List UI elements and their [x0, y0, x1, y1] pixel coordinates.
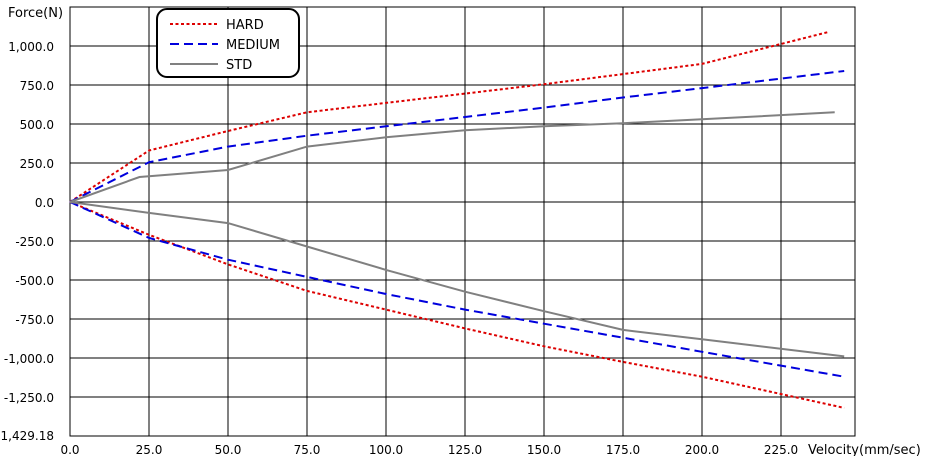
y-tick-label: -250.0: [15, 235, 54, 249]
legend-box: [156, 8, 300, 78]
legend-label-std: STD: [226, 58, 252, 73]
x-tick-label: 75.0: [294, 443, 321, 456]
x-tick-label: 125.0: [448, 443, 482, 456]
y-axis-label: Force(N): [8, 6, 63, 21]
legend: HARD MEDIUM STD: [156, 8, 300, 78]
x-tick-label: 225.0: [764, 443, 798, 456]
series-line-medium-extension: [69, 70, 845, 203]
y-tick-label: -500.0: [15, 274, 54, 288]
x-tick-label: 175.0: [606, 443, 640, 456]
x-tick-label: 100.0: [369, 443, 403, 456]
x-tick-label: 25.0: [136, 443, 163, 456]
y-tick-label: -1,429.18: [0, 429, 54, 443]
y-tick-label: 500.0: [20, 118, 54, 132]
x-tick-label: 200.0: [685, 443, 719, 456]
tick-labels: 1,000.0 750.0 500.0 250.0 0.0 -250.0 -500.0 -75…: [0, 40, 798, 456]
legend-label-hard: HARD: [226, 18, 264, 33]
plot-frame: [69, 6, 856, 437]
series-line-medium-compression: [69, 201, 845, 378]
x-tick-label: 150.0: [527, 443, 561, 456]
y-tick-label: -750.0: [15, 313, 54, 327]
x-tick-label: 0.0: [60, 443, 79, 456]
series-lines: [69, 31, 845, 409]
y-tick-label: 250.0: [20, 157, 54, 171]
x-tick-label: 50.0: [215, 443, 242, 456]
series-line-std-compression: [69, 201, 845, 358]
y-tick-label: 1,000.0: [8, 40, 54, 54]
y-tick-label: -1,000.0: [4, 352, 54, 366]
series-line-std-extension: [69, 111, 835, 203]
series-line-hard-extension: [69, 31, 829, 203]
x-axis-label: Velocity(mm/sec): [808, 443, 921, 456]
y-tick-label: 750.0: [20, 79, 54, 93]
legend-label-medium: MEDIUM: [226, 38, 280, 53]
series-line-hard-compression: [69, 201, 845, 409]
grid: [69, 6, 856, 437]
y-tick-label: -1,250.0: [4, 391, 54, 405]
y-tick-label: 0.0: [35, 196, 54, 210]
